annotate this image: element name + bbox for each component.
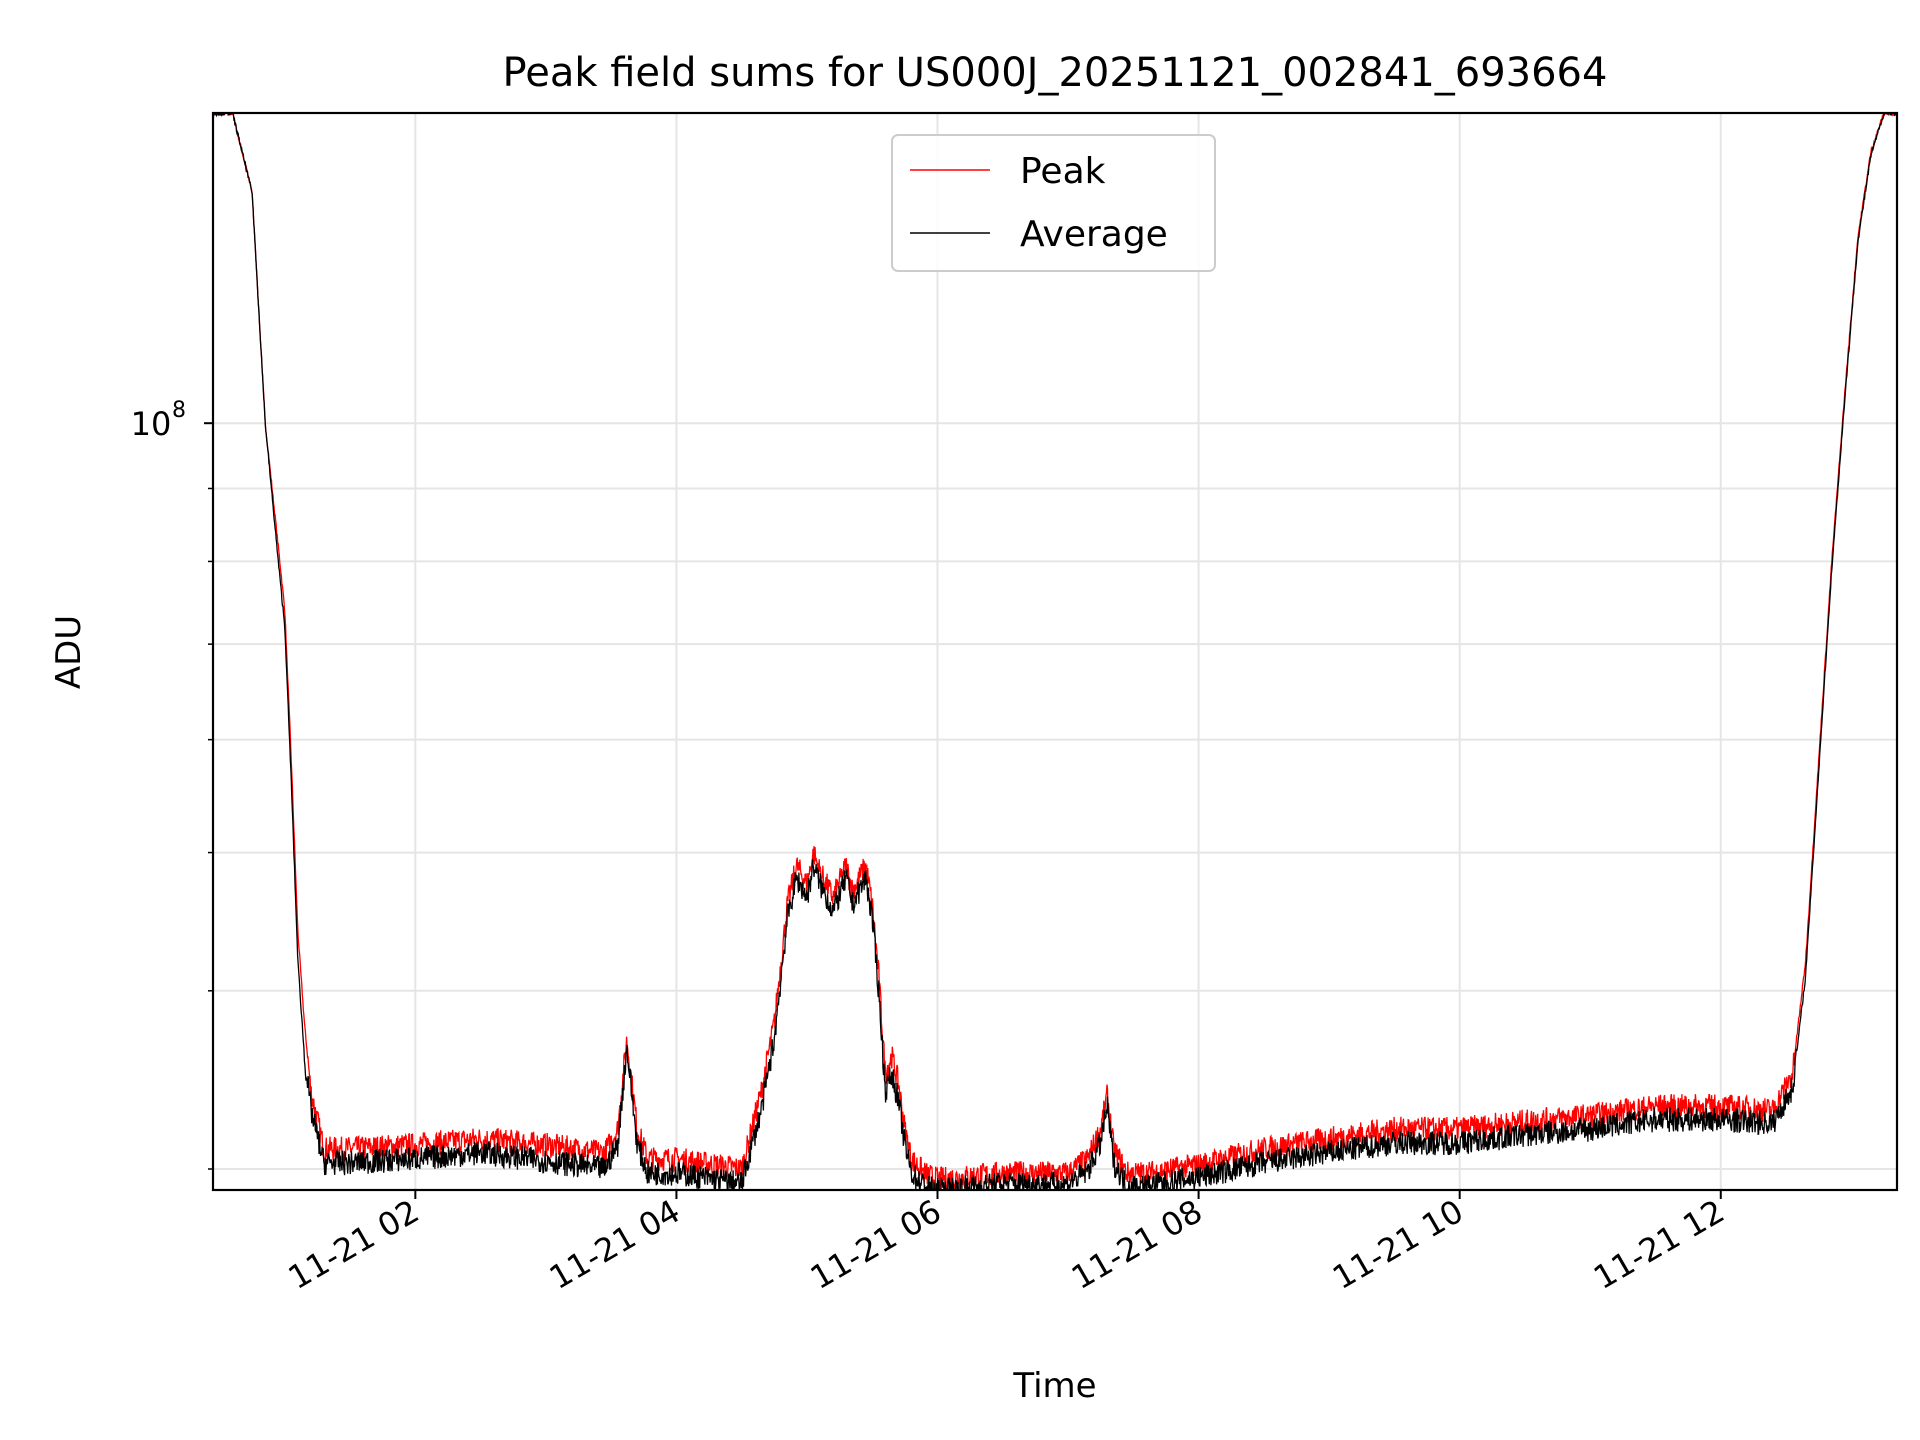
legend-peak-label: Peak [1020,151,1106,192]
grid [213,113,1897,1190]
x-axis-label: Time [1012,1366,1096,1406]
plot-frame [211,111,1899,1192]
peak-series-line [213,113,1897,1190]
legend-average-label: Average [1020,214,1168,255]
y-tick-label: 10 [131,405,172,443]
y-axis-label: ADU [49,615,89,689]
y-tick-exponent: 8 [172,398,186,423]
legend-box [891,134,1216,272]
legend: Peak Average [891,134,1216,272]
chart-title: Peak field sums for US000J_20251121_0028… [503,50,1608,96]
